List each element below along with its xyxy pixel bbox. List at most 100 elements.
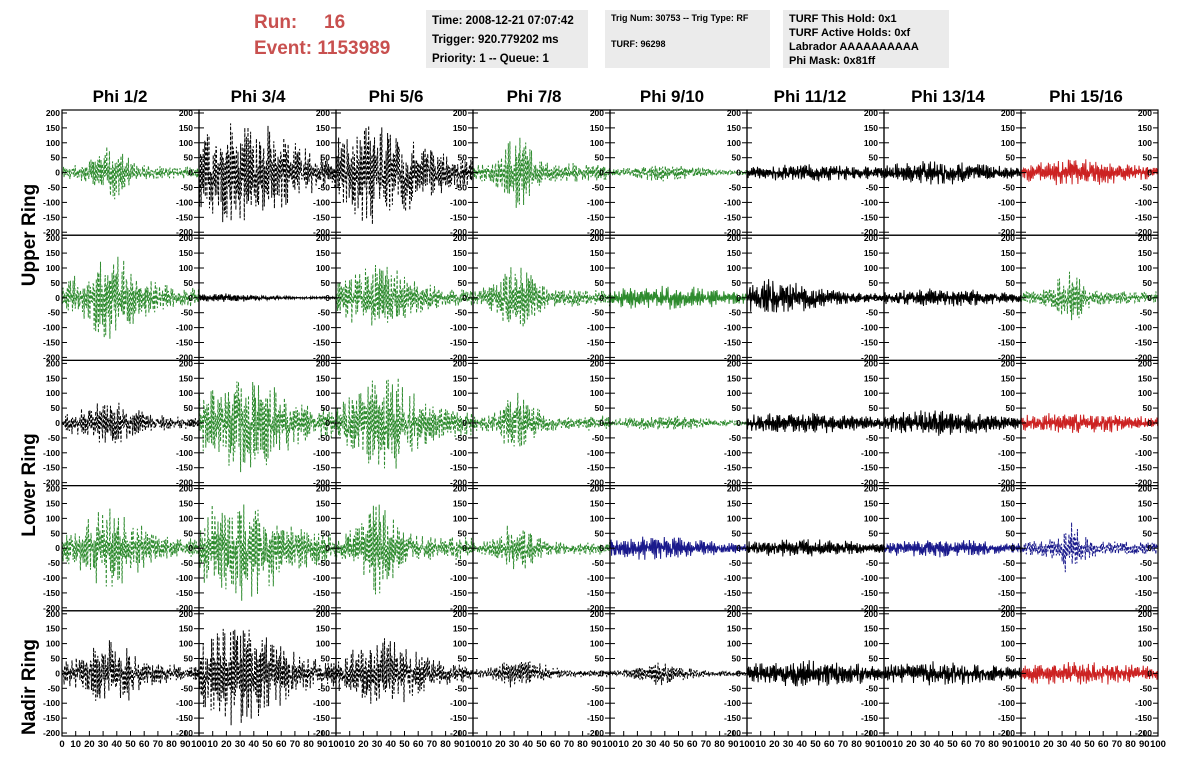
x-tick-label: 10 [892, 739, 903, 750]
y-tick-label: 200 [316, 233, 330, 243]
y-tick-label: -50 [729, 308, 742, 318]
y-tick-label: 200 [1001, 609, 1015, 619]
y-tick-label: 100 [453, 138, 467, 148]
y-tick-label: 50 [321, 153, 331, 163]
y-tick-label: -200 [313, 728, 330, 738]
y-tick-label: 150 [179, 373, 193, 383]
y-tick-label: -150 [1135, 463, 1152, 473]
y-tick-label: 0 [736, 668, 741, 678]
y-tick-label: 200 [590, 484, 604, 494]
y-tick-label: 0 [736, 293, 741, 303]
y-tick-label: 100 [179, 513, 193, 523]
y-tick-label: -200 [861, 227, 878, 237]
x-tick-label: 100 [465, 739, 481, 750]
y-tick-label: -150 [176, 463, 193, 473]
turf-text: TURF: 96298 [611, 39, 666, 49]
y-tick-label: -50 [318, 558, 331, 568]
y-tick-label: -200 [1135, 352, 1152, 362]
y-tick-label: -150 [43, 588, 60, 598]
y-tick-label: 0 [188, 168, 193, 178]
x-tick-label: 60 [276, 739, 287, 750]
waveform-trace [198, 293, 337, 302]
y-tick-label: 150 [453, 624, 467, 634]
run-line: Run: 16 [254, 10, 390, 36]
y-tick-label: -100 [1135, 698, 1152, 708]
y-tick-label: 50 [51, 653, 61, 663]
y-tick-label: -50 [1140, 183, 1153, 193]
y-tick-label: -100 [1135, 197, 1152, 207]
y-tick-label: -50 [1003, 683, 1016, 693]
y-tick-label: 200 [1138, 358, 1152, 368]
y-tick-label: -100 [587, 448, 604, 458]
y-tick-label: -100 [724, 323, 741, 333]
y-tick-label: 50 [869, 278, 879, 288]
y-tick-label: 50 [458, 653, 468, 663]
y-tick-label: 200 [316, 609, 330, 619]
y-tick-label: 100 [46, 388, 60, 398]
y-tick-label: 200 [590, 609, 604, 619]
y-tick-label: 100 [46, 639, 60, 649]
y-tick-label: 100 [316, 513, 330, 523]
y-tick-label: 0 [1010, 668, 1015, 678]
y-tick-label: 50 [184, 653, 194, 663]
waveform-trace [472, 267, 611, 328]
y-tick-label: 200 [179, 108, 193, 118]
y-tick-label: 50 [595, 653, 605, 663]
y-tick-label: -150 [587, 713, 604, 723]
y-tick-label: 0 [736, 543, 741, 553]
y-tick-label: 50 [869, 403, 879, 413]
y-tick-label: 200 [590, 233, 604, 243]
y-tick-label: 100 [453, 513, 467, 523]
y-tick-label: 150 [316, 373, 330, 383]
waveform-trace [198, 504, 337, 601]
x-tick-label: 90 [865, 739, 876, 750]
y-tick-label: 150 [46, 123, 60, 133]
y-tick-label: -150 [724, 338, 741, 348]
y-tick-label: 150 [46, 624, 60, 634]
y-tick-label: -100 [861, 448, 878, 458]
y-tick-label: -50 [181, 183, 194, 193]
y-tick-label: 150 [1001, 624, 1015, 634]
x-tick-label: 40 [112, 739, 123, 750]
y-tick-label: -100 [724, 197, 741, 207]
x-tick-label: 60 [961, 739, 972, 750]
y-tick-label: 200 [453, 358, 467, 368]
y-tick-label: 150 [727, 498, 741, 508]
y-tick-label: -50 [455, 433, 468, 443]
y-tick-label: 100 [864, 138, 878, 148]
y-tick-label: 100 [46, 513, 60, 523]
waveform-trace [198, 381, 337, 473]
y-tick-label: -100 [724, 698, 741, 708]
y-tick-label: -200 [998, 728, 1015, 738]
y-tick-label: -200 [43, 728, 60, 738]
waveform-trace [335, 377, 474, 469]
y-tick-label: 200 [1138, 484, 1152, 494]
x-tick-label: 50 [810, 739, 821, 750]
y-tick-label: 0 [1147, 668, 1152, 678]
y-tick-label: -200 [724, 728, 741, 738]
y-tick-label: -50 [455, 308, 468, 318]
x-tick-label: 60 [139, 739, 150, 750]
waveform-trace [746, 164, 885, 182]
x-tick-label: 40 [797, 739, 808, 750]
y-tick-label: -100 [998, 197, 1015, 207]
y-tick-label: 150 [727, 248, 741, 258]
x-tick-label: 100 [602, 739, 618, 750]
y-tick-label: 50 [732, 278, 742, 288]
x-tick-label: 100 [191, 739, 207, 750]
x-tick-label: 70 [564, 739, 575, 750]
y-tick-label: -50 [455, 558, 468, 568]
y-tick-label: -150 [1135, 713, 1152, 723]
waveform-trace [335, 504, 474, 595]
y-tick-label: 150 [727, 373, 741, 383]
y-tick-label: -150 [450, 588, 467, 598]
x-tick-label: 40 [523, 739, 534, 750]
y-tick-label: -50 [181, 683, 194, 693]
y-tick-label: 150 [864, 373, 878, 383]
y-tick-label: 50 [458, 403, 468, 413]
y-tick-label: -200 [861, 478, 878, 488]
y-tick-label: 200 [46, 233, 60, 243]
y-tick-label: 150 [590, 123, 604, 133]
y-tick-label: 0 [188, 293, 193, 303]
y-tick-label: -50 [48, 183, 61, 193]
